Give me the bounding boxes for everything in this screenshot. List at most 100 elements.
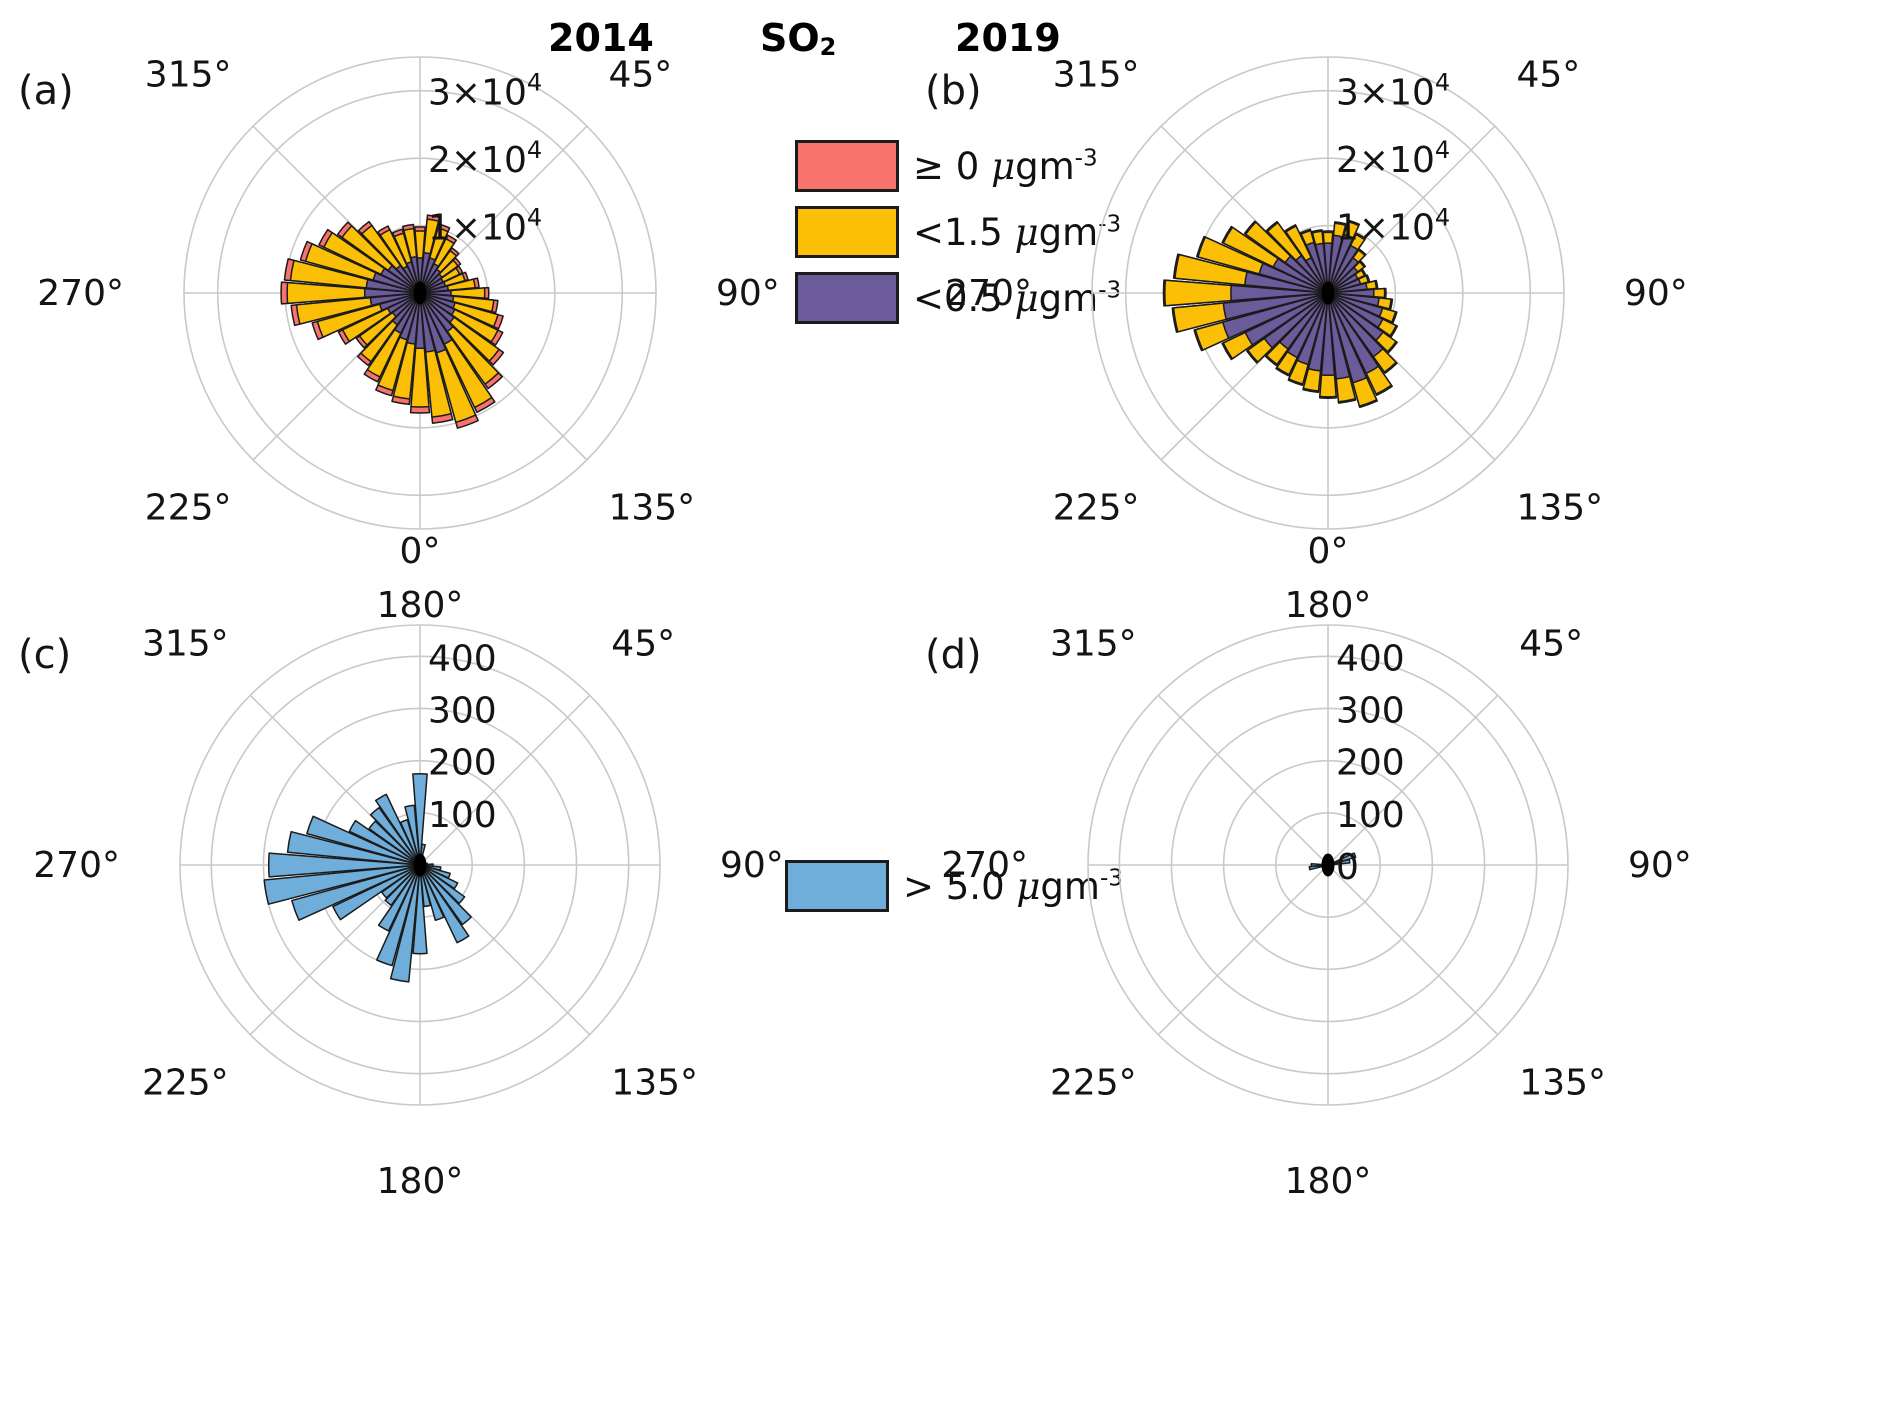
angular-tick-0deg: 0° [400, 531, 441, 572]
petal [414, 292, 426, 350]
angular-tick-labels-b: 0° 45° 90° 135° 180° 225° 270° 315° [945, 0, 1688, 626]
angular-tick-270deg: 270° [37, 273, 124, 314]
legend-bin-swatch-1 [795, 206, 899, 258]
panel-letter-d: (d) [925, 632, 982, 678]
radial-tick-0: 0 [1336, 847, 1359, 888]
species-title-text: SO [760, 16, 820, 60]
petal [1263, 292, 1329, 349]
angular-tick-180deg: 180° [377, 585, 464, 626]
legend-high-concentration: > 5.0 μgm-3 [785, 860, 1123, 926]
petal [1323, 242, 1333, 294]
panel-d-windrose-2019-high: 0° 45° 90° 135° 180° 225° 270° 315° 0 100 200 300 40… [908, 531, 1816, 1202]
angular-tick-45deg: 45° [1516, 55, 1580, 96]
petal [291, 864, 421, 921]
angular-tick-180deg: 180° [1285, 585, 1372, 626]
angular-tick-135deg: 135° [608, 487, 695, 528]
angular-tick-225deg: 225° [1053, 487, 1140, 528]
petal [377, 864, 421, 932]
petals-b [1162, 219, 1399, 409]
petal [306, 815, 421, 866]
petal [1327, 244, 1359, 294]
species-title-subscript: 2 [819, 33, 837, 61]
angular-tick-135deg: 135° [1519, 1062, 1606, 1103]
angular-tick-225deg: 225° [1050, 1062, 1137, 1103]
petal [1327, 292, 1384, 342]
angular-tick-270deg: 270° [941, 845, 1028, 886]
petal [1327, 257, 1359, 294]
angular-tick-45deg: 45° [611, 624, 675, 665]
radial-tick-labels-b: 1×104 2×104 3×104 [1336, 69, 1450, 249]
petal [410, 292, 430, 408]
petal [368, 820, 421, 866]
angular-tick-315deg: 315° [142, 624, 229, 665]
petal [419, 292, 447, 354]
windrose-a: 0° 45° 90° 135° 180° 225° 270° 315° 1×104 2×104 3×… [37, 0, 780, 626]
petal [1296, 292, 1329, 366]
panel-c-windrose-2014-high: 0° 45° 90° 135° 180° 225° 270° 315° 100 200 300 400 [0, 531, 908, 1202]
angular-tick-270deg: 270° [33, 845, 120, 886]
petal [1221, 292, 1329, 340]
angular-tick-225deg: 225° [145, 487, 232, 528]
legend-high-row-0[interactable]: > 5.0 μgm-3 [785, 860, 1123, 912]
radial-tick-400: 400 [1336, 638, 1405, 679]
petal [1272, 257, 1329, 294]
radial-tick-1×10⁴: 1×104 [1336, 204, 1450, 249]
angular-tick-0deg: 0° [1308, 0, 1349, 4]
radial-tick-400: 400 [428, 638, 497, 679]
angular-tick-0deg: 0° [1308, 531, 1349, 572]
legend-high-swatch-0 [785, 860, 889, 912]
petal [391, 292, 421, 326]
petal-series-b-2 [1221, 233, 1384, 384]
angular-tick-90deg: 90° [1628, 845, 1692, 886]
species-title: SO2 [760, 16, 836, 61]
petal [412, 864, 428, 955]
angular-tick-90deg: 90° [716, 273, 780, 314]
petal [1327, 292, 1380, 375]
petal [1327, 292, 1384, 329]
radial-tick-labels-a: 1×104 2×104 3×104 [428, 69, 542, 249]
petal [419, 292, 454, 333]
petal [419, 864, 466, 905]
petal [1327, 852, 1357, 866]
panel-letter-b: (b) [925, 68, 982, 114]
rose-center-hub [1321, 853, 1335, 877]
petal [1230, 284, 1329, 302]
angular-tick-180deg: 180° [1285, 1161, 1372, 1202]
petal [419, 287, 486, 299]
radial-tick-100: 100 [428, 795, 497, 836]
panel-a-windrose-2014: 0° 45° 90° 135° 180° 225° 270° 315° 1×104 2×104 3×… [0, 0, 908, 626]
radial-tick-100: 100 [1336, 795, 1405, 836]
radial-tick-3×10⁴: 3×104 [428, 69, 542, 114]
legend-bin-row-2[interactable]: <0.5 μgm-3 [795, 272, 1121, 324]
petal [1327, 292, 1368, 384]
angular-tick-225deg: 225° [142, 1062, 229, 1103]
legend-bin-label-0: ≥ 0 μgm-3 [913, 144, 1098, 188]
column-title-2014: 2014 [548, 16, 654, 60]
column-title-2019: 2019 [955, 16, 1061, 60]
panel-letter-a: (a) [18, 68, 74, 114]
petal [332, 864, 421, 921]
windrose-d: 0° 45° 90° 135° 180° 225° 270° 315° 0 100 200 300 40… [941, 531, 1692, 1202]
petal [381, 864, 421, 899]
petal [1320, 292, 1336, 377]
petal [1284, 255, 1329, 294]
legend-bin-label-2: <0.5 μgm-3 [913, 276, 1122, 320]
petal [419, 864, 472, 926]
petal [387, 264, 421, 294]
radial-tick-200: 200 [1336, 743, 1405, 784]
angular-tick-90deg: 90° [1624, 273, 1688, 314]
radial-tick-2×10⁴: 2×104 [428, 136, 542, 181]
petal [369, 292, 421, 307]
radial-tick-2×10⁴: 2×104 [1336, 136, 1450, 181]
angular-tick-315deg: 315° [145, 55, 232, 96]
petal [1295, 254, 1329, 294]
petal [1305, 241, 1329, 294]
rose-center-hub [413, 281, 427, 305]
legend-bin-row-1[interactable]: <1.5 μgm-3 [795, 206, 1121, 258]
petal [404, 804, 421, 866]
petal [363, 287, 421, 299]
legend-concentration-bins: ≥ 0 μgm-3 <1.5 μgm-3 <0.5 μgm-3 [795, 140, 1121, 338]
radial-tick-200: 200 [428, 743, 497, 784]
angular-tick-45deg: 45° [1519, 624, 1583, 665]
legend-bin-row-0[interactable]: ≥ 0 μgm-3 [795, 140, 1121, 192]
